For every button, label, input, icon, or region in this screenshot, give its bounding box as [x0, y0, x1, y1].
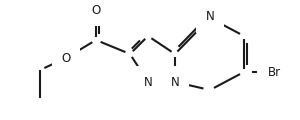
Text: Br: Br: [268, 66, 281, 78]
Text: N: N: [171, 75, 179, 89]
Text: O: O: [61, 51, 70, 65]
Text: O: O: [92, 3, 100, 17]
Text: N: N: [206, 11, 214, 24]
Text: N: N: [144, 75, 152, 89]
